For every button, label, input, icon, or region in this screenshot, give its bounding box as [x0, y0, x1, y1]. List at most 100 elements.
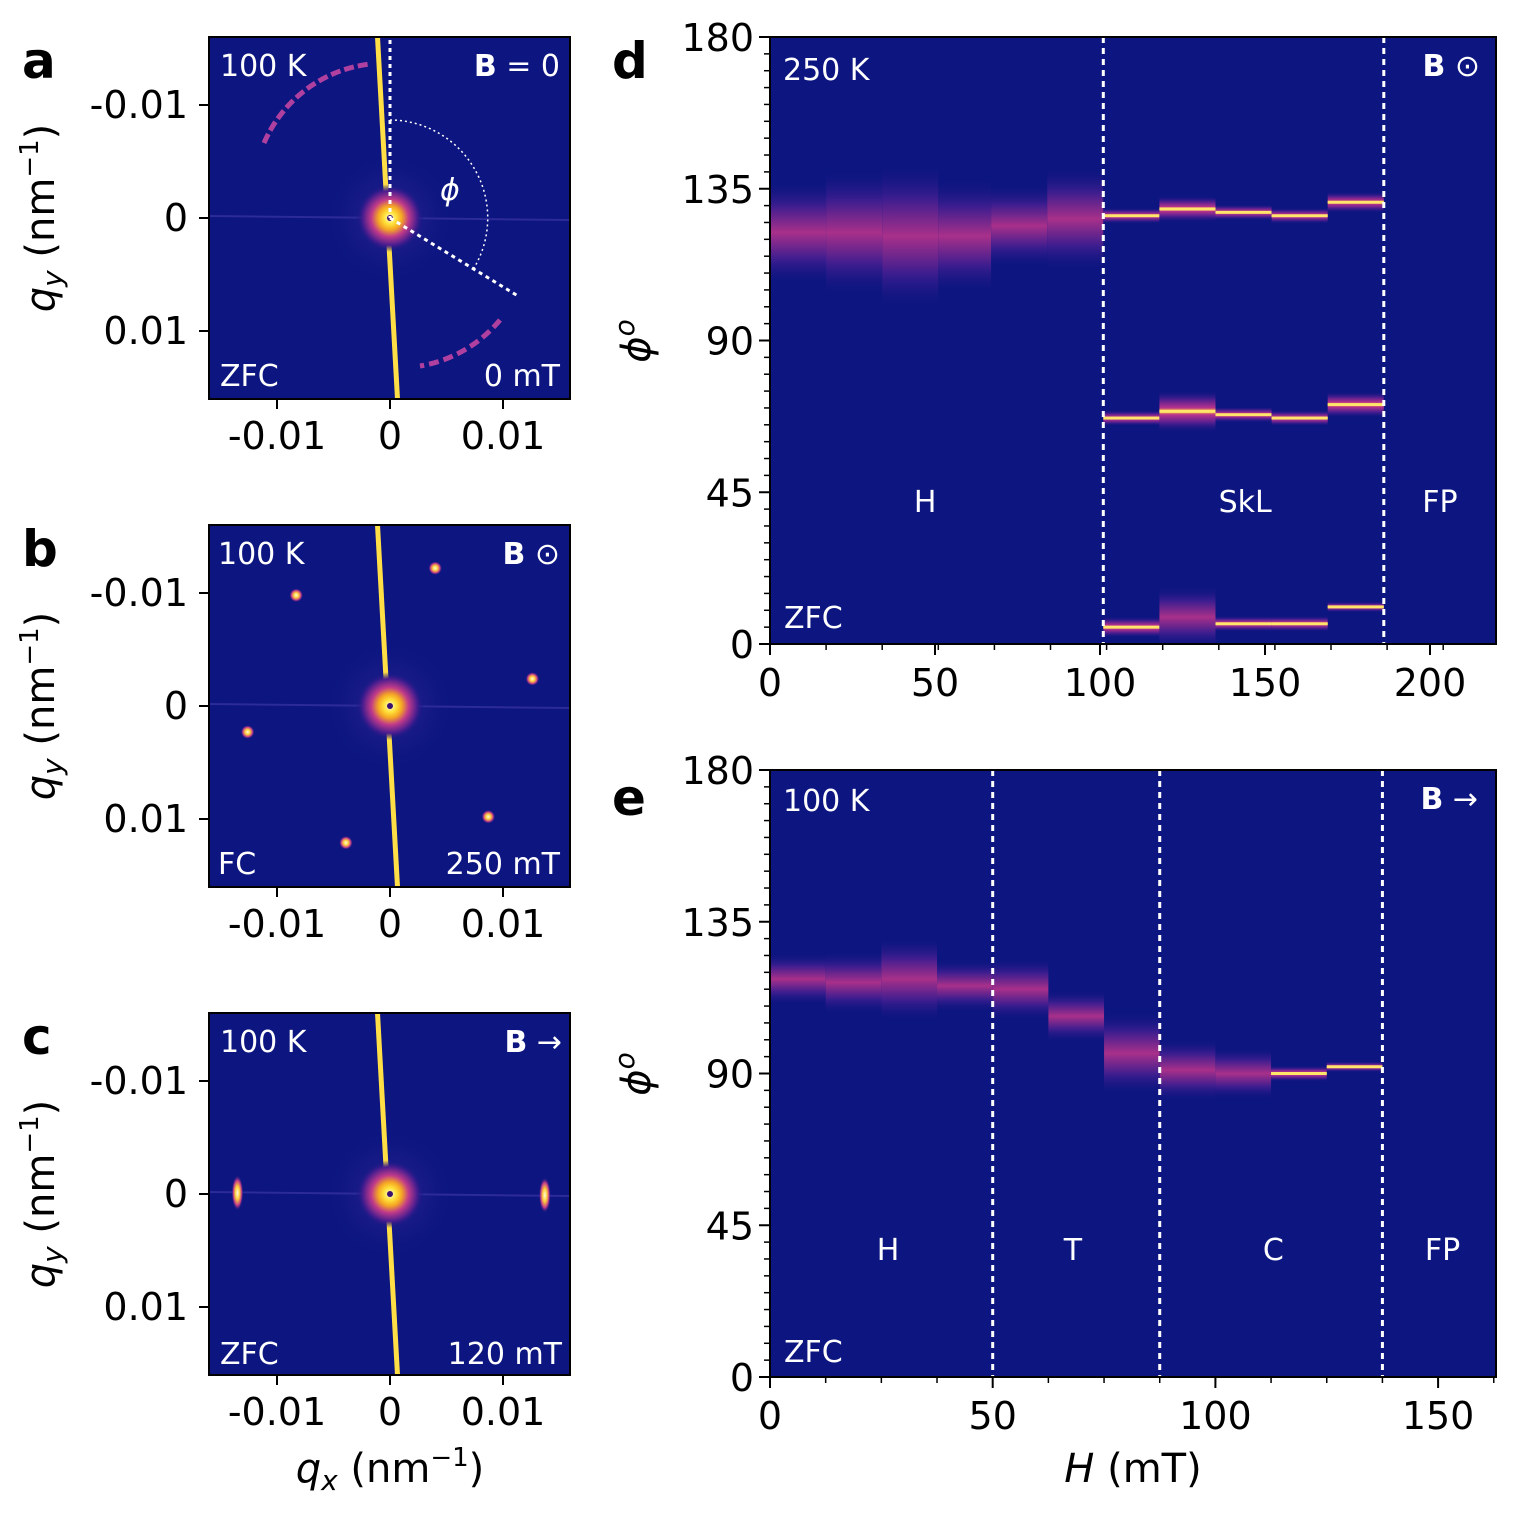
- phase-labels: H SkL FP: [914, 485, 1458, 520]
- heatmap-peak-core: [1103, 214, 1160, 218]
- x-tick-label: 200: [1394, 661, 1467, 705]
- x-tick-label: -0.01: [228, 414, 326, 458]
- bragg-peak: [538, 1177, 551, 1214]
- history-label: ZFC: [220, 1337, 279, 1372]
- temperature-label: 100 K: [220, 49, 308, 84]
- beam-stop: [387, 1191, 393, 1197]
- panel-letter: b: [22, 520, 58, 578]
- bragg-peak: [428, 561, 443, 576]
- x-axis-label: H (mT): [1064, 1446, 1201, 1492]
- phase-label: C: [1263, 1233, 1284, 1268]
- history-label: ZFC: [784, 1335, 843, 1370]
- field-value-label: 0 mT: [484, 359, 561, 394]
- x-ticks: -0.01 0 0.01: [228, 887, 545, 946]
- y-tick-label: -0.01: [90, 571, 188, 615]
- heatmap-peak-core: [1159, 409, 1216, 413]
- field-value-label: 250 mT: [446, 847, 561, 882]
- heatmap-peak: [1215, 1046, 1272, 1101]
- temperature-label: 100 K: [783, 784, 871, 819]
- temperature-label: 250 K: [783, 53, 871, 88]
- phi-angle-label: ϕ: [440, 173, 460, 208]
- heatmap-peak-core: [1271, 1072, 1327, 1075]
- heatmap-peak-core: [1271, 416, 1328, 420]
- y-ticks: -0.01 0 0.01: [90, 83, 209, 353]
- phase-boundaries: [1101, 37, 1386, 644]
- y-tick-label: 0.01: [103, 309, 188, 353]
- beam-stop: [387, 703, 393, 709]
- heatmap-peak: [1159, 1037, 1216, 1103]
- y-tick-label: 90: [706, 1053, 754, 1097]
- y-tick-label: 45: [706, 471, 754, 515]
- panel-letter: a: [22, 32, 56, 90]
- y-tick-label: 180: [681, 16, 754, 60]
- y-tick-label: 180: [681, 749, 754, 793]
- history-label: ZFC: [220, 359, 279, 394]
- y-tick-label: 0: [730, 623, 754, 667]
- panel-letter: c: [22, 1008, 52, 1066]
- axes: 0 45 90 135 180 0 50 100 150: [681, 749, 1495, 1438]
- y-tick-label: 0.01: [103, 797, 188, 841]
- y-tick-label: 135: [681, 168, 754, 212]
- heatmap-peak-core: [1215, 413, 1272, 417]
- x-tick-label: -0.01: [228, 902, 326, 946]
- heatmap-peak: [992, 956, 1049, 1022]
- y-tick-label: -0.01: [90, 83, 188, 127]
- y-ticks: -0.01 0 0.01: [90, 571, 209, 841]
- diffraction-arc: [261, 61, 371, 144]
- x-tick-label: 0.01: [461, 902, 546, 946]
- x-tick-label: 0.01: [461, 414, 546, 458]
- heatmap-peak: [1048, 989, 1105, 1044]
- y-tick-label: 0: [164, 684, 188, 728]
- plot-background: [770, 37, 1496, 644]
- heatmap-peak-core: [1327, 605, 1384, 609]
- heatmap-peak: [937, 958, 993, 1013]
- x-tick-label: -0.01: [228, 1390, 326, 1434]
- heatmap-peak-core: [1271, 622, 1328, 626]
- x-tick-label: 0: [758, 661, 782, 705]
- phase-label: H: [877, 1233, 900, 1268]
- heatmap-peak-core: [1215, 622, 1272, 626]
- bragg-peaks: [231, 1174, 551, 1214]
- heatmap-peak: [1159, 584, 1216, 644]
- heatmap-peaks: [770, 935, 1383, 1103]
- field-condition-label: B →: [1420, 782, 1478, 817]
- x-tick-label: 0: [378, 1390, 402, 1434]
- field-condition-label: B →: [504, 1025, 562, 1060]
- field-condition-label: B ⊙: [502, 537, 560, 572]
- y-tick-label: 0.01: [103, 1285, 188, 1329]
- panel-b: b 100 K B ⊙ FC 250 mT -0.01 0 0.01 -0.01 0 0…: [15, 520, 571, 946]
- x-tick-label: 50: [969, 1394, 1017, 1438]
- y-tick-label: 90: [706, 320, 754, 364]
- heatmap-peak-core: [1327, 200, 1384, 204]
- angle-peak-line: [389, 216, 519, 298]
- x-tick-label: 0: [378, 414, 402, 458]
- x-ticks: -0.01 0 0.01: [228, 399, 545, 458]
- bragg-peak: [481, 809, 496, 824]
- y-tick-label: 0: [164, 196, 188, 240]
- heatmap-peak: [770, 952, 826, 1007]
- y-axis-label: qy (nm−1): [15, 124, 69, 313]
- field-value-label: 120 mT: [448, 1337, 563, 1372]
- heatmap-peak: [881, 935, 938, 1023]
- heatmap-peaks: [770, 160, 1384, 644]
- panel-e: e H T C FP 100 K B → ZFC 0 45 90 135 180 0 50 100 1…: [608, 749, 1497, 1492]
- panel-letter: e: [612, 769, 646, 827]
- heatmap-peak-core: [1271, 214, 1328, 218]
- axes: 0 45 90 135 180 0 50 100 150 200: [681, 16, 1466, 705]
- y-tick-label: 135: [681, 901, 754, 945]
- y-axis-label: qy (nm−1): [15, 1100, 69, 1289]
- bragg-peak: [240, 724, 255, 739]
- bragg-peak: [231, 1174, 244, 1211]
- y-tick-label: -0.01: [90, 1059, 188, 1103]
- y-axis-label: ϕo: [608, 1052, 660, 1096]
- heatmap-peak: [826, 167, 883, 298]
- bragg-peak: [338, 835, 353, 850]
- history-label: ZFC: [784, 601, 843, 636]
- y-axis-label: qy (nm−1): [15, 612, 69, 801]
- x-tick-label: 0: [758, 1394, 782, 1438]
- panel-letter: d: [612, 32, 648, 90]
- heatmap-peak: [991, 182, 1048, 270]
- x-axis-label: qx (nm−1): [296, 1443, 485, 1497]
- heatmap-peak: [1104, 1010, 1160, 1097]
- heatmap-peak-core: [1326, 1065, 1383, 1069]
